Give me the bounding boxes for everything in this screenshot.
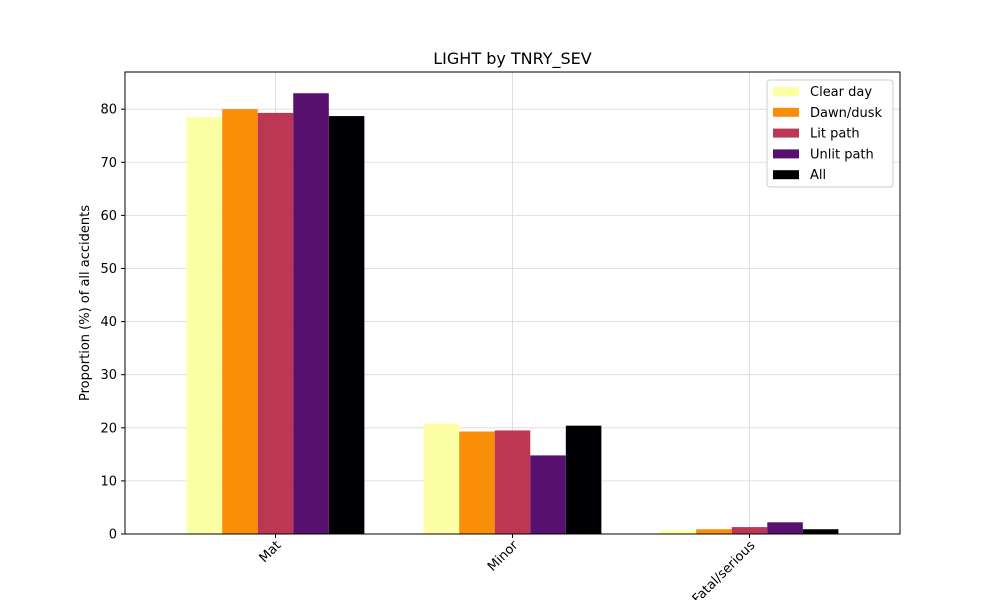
- bar-dawn-dusk-minor: [459, 431, 495, 534]
- bar-lit-path-minor: [494, 430, 531, 534]
- y-tick-label: 60: [100, 209, 117, 224]
- legend-swatch: [773, 170, 799, 180]
- bar-clear-day-minor: [423, 423, 460, 534]
- y-tick-label: 50: [100, 262, 117, 277]
- bar-all-minor: [565, 425, 602, 534]
- y-axis-label: Proportion (%) of all accidents: [78, 205, 93, 401]
- legend-label: Lit path: [810, 127, 860, 142]
- bar-all-fatal-serious: [802, 529, 839, 534]
- legend-swatch: [773, 128, 799, 138]
- y-tick-label: 30: [100, 368, 117, 383]
- bars-layer: [186, 93, 839, 535]
- bar-lit-path-mat: [257, 112, 294, 535]
- bar-clear-day-fatal-serious: [660, 530, 697, 534]
- y-tick-label: 20: [100, 421, 117, 436]
- y-axis: 0 10 20 30 40 50 60 70 80: [100, 103, 125, 543]
- legend-box: [766, 79, 894, 188]
- legend-label: All: [810, 168, 826, 183]
- chart-title: LIGHT by TNRY_SEV: [433, 49, 592, 69]
- bar-unlit-path-minor: [530, 455, 566, 534]
- bar-dawn-dusk-mat: [222, 109, 258, 534]
- legend-swatch: [773, 87, 799, 96]
- bar-dawn-dusk-fatal-serious: [696, 529, 732, 534]
- y-tick-label: 80: [100, 103, 117, 118]
- legend-swatch: [773, 149, 799, 159]
- bar-lit-path-fatal-serious: [731, 527, 768, 534]
- bar-all-mat: [328, 116, 365, 534]
- legend-label: Clear day: [810, 85, 872, 100]
- legend-swatch: [773, 107, 799, 117]
- y-tick-label: 0: [109, 528, 117, 543]
- legend: Clear day Dawn/dusk Lit path Unlit path All: [766, 79, 894, 188]
- legend-label: Dawn/dusk: [810, 106, 882, 121]
- bar-unlit-path-mat: [293, 93, 329, 534]
- legend-label: Unlit path: [810, 147, 874, 162]
- bar-clear-day-mat: [186, 117, 223, 534]
- y-tick-label: 70: [100, 156, 117, 171]
- y-tick-label: 40: [100, 315, 117, 330]
- bar-unlit-path-fatal-serious: [767, 522, 803, 534]
- y-tick-label: 10: [100, 474, 117, 489]
